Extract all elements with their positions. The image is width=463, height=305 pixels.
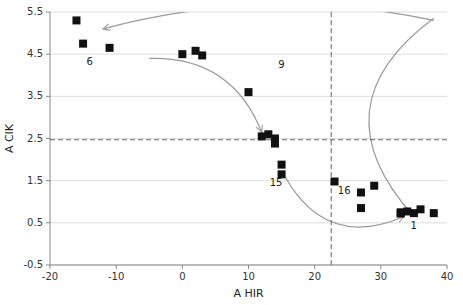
point-label: 16 xyxy=(338,185,351,196)
arrow xyxy=(369,18,434,216)
point xyxy=(245,88,253,96)
point xyxy=(430,209,438,217)
y-tick xyxy=(46,222,50,223)
y-tick-label: 4.5 xyxy=(27,48,43,59)
x-tick-label: 20 xyxy=(308,271,321,282)
point xyxy=(271,135,279,143)
x-tick xyxy=(380,265,381,269)
y-tick xyxy=(46,54,50,55)
y-axis-label: A CIK xyxy=(3,123,16,153)
plot-area xyxy=(50,12,447,265)
point-label: 6 xyxy=(86,56,92,67)
arrow xyxy=(103,12,434,29)
x-tick-label: -20 xyxy=(42,271,58,282)
point-label: 15 xyxy=(270,177,283,188)
x-tick xyxy=(447,265,448,269)
point xyxy=(178,50,186,58)
x-tick-label: -10 xyxy=(108,271,124,282)
point xyxy=(72,16,80,24)
point xyxy=(370,182,378,190)
point xyxy=(278,161,286,169)
y-tick xyxy=(46,12,50,13)
x-tick xyxy=(314,265,315,269)
y-tick-label: 5.5 xyxy=(27,6,43,17)
point-label: 9 xyxy=(278,59,284,70)
point xyxy=(417,205,425,213)
arrow xyxy=(285,176,404,227)
x-tick xyxy=(182,265,183,269)
x-tick xyxy=(50,265,51,269)
x-tick-label: 30 xyxy=(374,271,387,282)
x-tick-label: 10 xyxy=(242,271,255,282)
y-tick xyxy=(46,180,50,181)
arrow xyxy=(149,58,261,132)
reference-line-v xyxy=(331,12,332,265)
grid-line xyxy=(50,138,447,139)
point xyxy=(106,44,114,52)
y-tick-label: 0.5 xyxy=(27,217,43,228)
chart: -0.5 0.5 1.5 2.5 3.5 4.5 5.5 -20 -10 0 10 20 30 40 A H… xyxy=(0,0,463,305)
y-tick xyxy=(46,138,50,139)
point xyxy=(79,40,87,48)
y-tick-label: -0.5 xyxy=(23,259,43,270)
grid-line xyxy=(50,265,447,266)
grid-line xyxy=(50,54,447,55)
point-label: 1 xyxy=(411,220,417,231)
y-tick xyxy=(46,96,50,97)
x-tick-label: 0 xyxy=(179,271,185,282)
x-tick xyxy=(248,265,249,269)
point xyxy=(357,188,365,196)
x-axis xyxy=(50,265,447,266)
y-tick-label: 3.5 xyxy=(27,90,43,101)
point xyxy=(357,204,365,212)
x-tick xyxy=(116,265,117,269)
y-tick-label: 1.5 xyxy=(27,175,43,186)
x-tick-label: 40 xyxy=(441,271,454,282)
reference-line-h xyxy=(50,139,447,140)
y-tick-label: 2.5 xyxy=(27,133,43,144)
point xyxy=(198,51,206,59)
x-axis-label: A HIR xyxy=(233,287,264,300)
y-axis xyxy=(50,12,51,265)
y-tick xyxy=(46,265,50,266)
